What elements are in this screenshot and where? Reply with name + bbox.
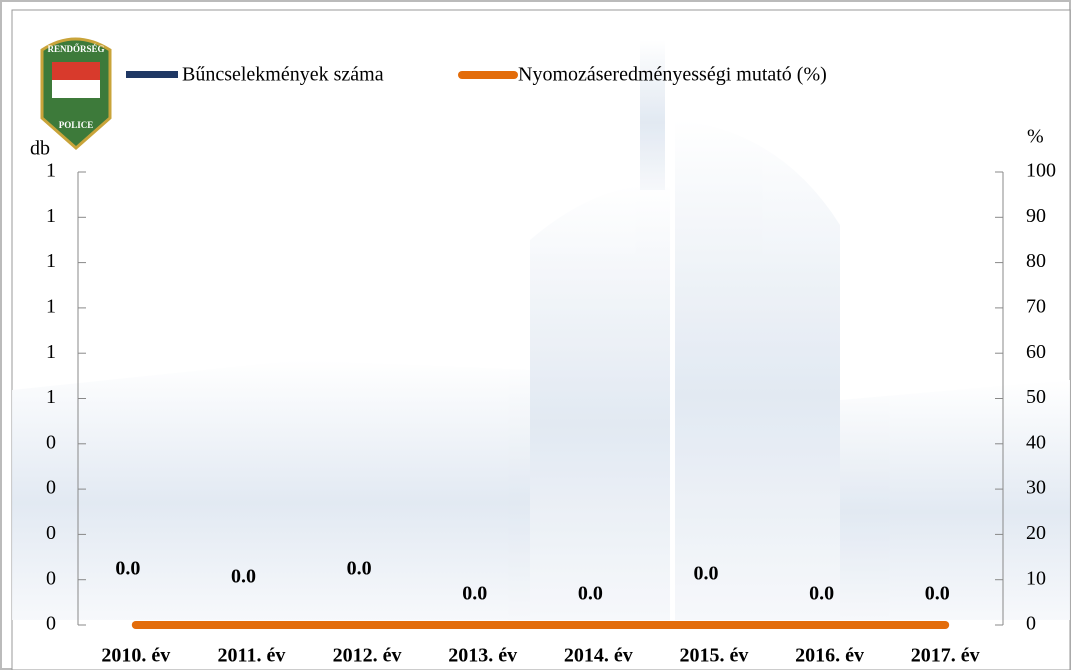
logo-text: RENDŐRSÉG: [47, 44, 104, 54]
logo: RENDŐRSÉG POLICE: [40, 37, 112, 151]
y2-tick-label: 40: [1026, 431, 1046, 453]
y2-tick-label: 80: [1026, 250, 1046, 272]
y2-tick-label: 0: [1026, 613, 1036, 635]
y2-axis-label: %: [1027, 126, 1044, 148]
data-label: 0.0: [231, 566, 256, 588]
data-label: 0.0: [693, 563, 718, 585]
y-tick-label: 0: [46, 613, 56, 635]
y2-tick-label: 90: [1026, 205, 1046, 227]
y-tick-label: 1: [46, 341, 56, 363]
data-label: 0.0: [809, 583, 834, 605]
data-label: 0.0: [347, 558, 372, 580]
y2-tick-label: 100: [1026, 160, 1056, 182]
y-tick-label: 0: [46, 431, 56, 453]
x-tick-label: 2013. év: [448, 645, 517, 667]
y-axis-label: db: [30, 138, 50, 160]
y2-tick-label: 60: [1026, 341, 1046, 363]
background-building: [12, 40, 1070, 620]
y2-tick-label: 70: [1026, 295, 1046, 317]
y-tick-label: 1: [46, 295, 56, 317]
y2-tick-label: 10: [1026, 567, 1046, 589]
x-tick-label: 2016. év: [795, 645, 864, 667]
data-label: 0.0: [115, 558, 140, 580]
y-tick-label: 1: [46, 250, 56, 272]
y-tick-label: 0: [46, 477, 56, 499]
logo-text: POLICE: [59, 120, 94, 130]
x-tick-label: 2014. év: [564, 645, 633, 667]
x-tick-label: 2015. év: [679, 645, 748, 667]
y2-tick-label: 20: [1026, 522, 1046, 544]
data-label: 0.0: [925, 583, 950, 605]
x-tick-label: 2017. év: [911, 645, 980, 667]
data-label: 0.0: [462, 583, 487, 605]
y-tick-label: 1: [46, 386, 56, 408]
legend-swatch: [126, 71, 178, 78]
x-tick-label: 2012. év: [333, 645, 402, 667]
legend-label: Bűncselekmények száma: [182, 64, 384, 86]
data-label: 0.0: [578, 583, 603, 605]
y2-tick-label: 50: [1026, 386, 1046, 408]
y-tick-label: 0: [46, 522, 56, 544]
y-tick-label: 0: [46, 567, 56, 589]
y2-tick-label: 30: [1026, 477, 1046, 499]
legend-label: Nyomozáseredményességi mutató (%): [518, 64, 827, 86]
y-tick-label: 1: [46, 205, 56, 227]
x-tick-label: 2011. év: [218, 645, 286, 667]
y-tick-label: 1: [46, 160, 56, 182]
x-tick-label: 2010. év: [101, 645, 170, 667]
